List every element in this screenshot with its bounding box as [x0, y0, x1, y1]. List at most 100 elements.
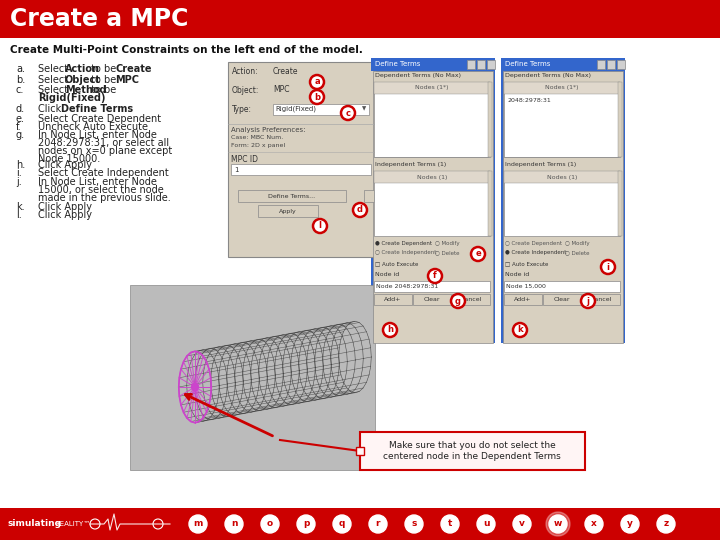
- Text: n: n: [230, 519, 238, 529]
- Text: Click Apply: Click Apply: [38, 160, 92, 170]
- FancyBboxPatch shape: [374, 281, 490, 292]
- FancyBboxPatch shape: [501, 58, 625, 71]
- Circle shape: [471, 247, 485, 261]
- Text: p: p: [303, 519, 309, 529]
- Text: r: r: [376, 519, 380, 529]
- Text: made in the previous slide.: made in the previous slide.: [38, 193, 171, 203]
- Text: e.: e.: [16, 114, 25, 124]
- Text: ● Create Dependent: ● Create Dependent: [375, 241, 432, 246]
- FancyBboxPatch shape: [0, 0, 720, 38]
- Circle shape: [585, 515, 603, 533]
- FancyBboxPatch shape: [374, 294, 412, 305]
- Circle shape: [341, 106, 355, 120]
- Text: MPC: MPC: [273, 85, 289, 94]
- FancyBboxPatch shape: [374, 82, 490, 94]
- Circle shape: [513, 323, 527, 337]
- Text: Object:: Object:: [232, 86, 259, 95]
- FancyBboxPatch shape: [273, 104, 369, 115]
- FancyBboxPatch shape: [356, 447, 364, 455]
- Text: to be: to be: [88, 85, 117, 95]
- Text: Type:: Type:: [232, 105, 252, 114]
- Text: Select Create Independent: Select Create Independent: [38, 168, 168, 178]
- Text: In Node List, enter Node: In Node List, enter Node: [38, 130, 157, 140]
- Text: Cancel: Cancel: [460, 297, 482, 302]
- Text: i.: i.: [16, 168, 22, 178]
- FancyBboxPatch shape: [371, 58, 495, 343]
- Text: ○ Modify: ○ Modify: [565, 241, 590, 246]
- Text: Rigid(Fixed): Rigid(Fixed): [275, 106, 316, 112]
- Text: ○ Delete: ○ Delete: [565, 250, 590, 255]
- Text: 15000, or select the node: 15000, or select the node: [38, 185, 163, 195]
- Text: v: v: [519, 519, 525, 529]
- Circle shape: [297, 515, 315, 533]
- Text: to be: to be: [88, 64, 120, 74]
- Text: Select: Select: [38, 75, 71, 85]
- Text: h: h: [387, 326, 393, 334]
- FancyBboxPatch shape: [618, 82, 622, 157]
- Circle shape: [441, 515, 459, 533]
- Text: Uncheck Auto Execute: Uncheck Auto Execute: [38, 122, 148, 132]
- FancyBboxPatch shape: [501, 58, 625, 343]
- Text: Select: Select: [38, 85, 71, 95]
- Text: Clear: Clear: [554, 297, 570, 302]
- Text: MPC ID: MPC ID: [231, 155, 258, 164]
- Circle shape: [621, 515, 639, 533]
- Text: □ Auto Execute: □ Auto Execute: [505, 261, 549, 266]
- Text: b: b: [314, 92, 320, 102]
- FancyBboxPatch shape: [618, 171, 622, 236]
- FancyBboxPatch shape: [488, 171, 492, 236]
- Circle shape: [601, 260, 615, 274]
- Text: i: i: [606, 262, 610, 272]
- FancyBboxPatch shape: [238, 190, 346, 202]
- Text: o: o: [267, 519, 273, 529]
- Text: ▼: ▼: [362, 106, 366, 111]
- FancyBboxPatch shape: [231, 164, 371, 175]
- FancyBboxPatch shape: [504, 171, 620, 183]
- Text: q: q: [339, 519, 345, 529]
- Text: m: m: [193, 519, 203, 529]
- FancyBboxPatch shape: [371, 58, 495, 71]
- Text: u: u: [482, 519, 490, 529]
- Circle shape: [513, 515, 531, 533]
- Text: Object: Object: [65, 75, 101, 85]
- Text: Define Terms: Define Terms: [61, 104, 133, 114]
- Text: b.: b.: [16, 75, 25, 85]
- Circle shape: [333, 515, 351, 533]
- Text: Cancel: Cancel: [590, 297, 612, 302]
- FancyBboxPatch shape: [488, 82, 492, 157]
- Text: j: j: [587, 296, 590, 306]
- Text: Node 15000.: Node 15000.: [38, 154, 100, 164]
- FancyBboxPatch shape: [130, 285, 375, 470]
- Text: k.: k.: [16, 202, 24, 212]
- Circle shape: [657, 515, 675, 533]
- Text: y: y: [627, 519, 633, 529]
- Text: Select: Select: [38, 64, 71, 74]
- FancyBboxPatch shape: [504, 82, 620, 94]
- Circle shape: [313, 219, 327, 233]
- Text: Node 15,000: Node 15,000: [506, 284, 546, 289]
- Text: a.: a.: [16, 64, 25, 74]
- Text: 1: 1: [234, 166, 238, 172]
- FancyBboxPatch shape: [258, 205, 318, 217]
- Text: Create: Create: [115, 64, 151, 74]
- Text: Independent Terms (1): Independent Terms (1): [505, 162, 576, 167]
- Text: Independent Terms (1): Independent Terms (1): [375, 162, 446, 167]
- Text: In Node List, enter Node: In Node List, enter Node: [38, 177, 157, 187]
- FancyBboxPatch shape: [413, 294, 451, 305]
- FancyBboxPatch shape: [503, 71, 623, 343]
- FancyBboxPatch shape: [504, 171, 620, 236]
- Circle shape: [261, 515, 279, 533]
- Text: Click Apply: Click Apply: [38, 202, 92, 212]
- Circle shape: [581, 294, 595, 308]
- Text: c.: c.: [16, 85, 24, 95]
- Text: Make sure that you do not select the
centered node in the Dependent Terms: Make sure that you do not select the cen…: [383, 441, 561, 461]
- Text: g: g: [455, 296, 461, 306]
- Text: ○ Delete: ○ Delete: [435, 250, 459, 255]
- Text: d: d: [357, 206, 363, 214]
- FancyBboxPatch shape: [607, 60, 615, 69]
- Text: Node id: Node id: [375, 272, 400, 277]
- Text: Nodes (1): Nodes (1): [546, 174, 577, 179]
- Text: Click: Click: [38, 104, 64, 114]
- FancyBboxPatch shape: [487, 60, 495, 69]
- Text: 2048:2978:31: 2048:2978:31: [507, 98, 551, 103]
